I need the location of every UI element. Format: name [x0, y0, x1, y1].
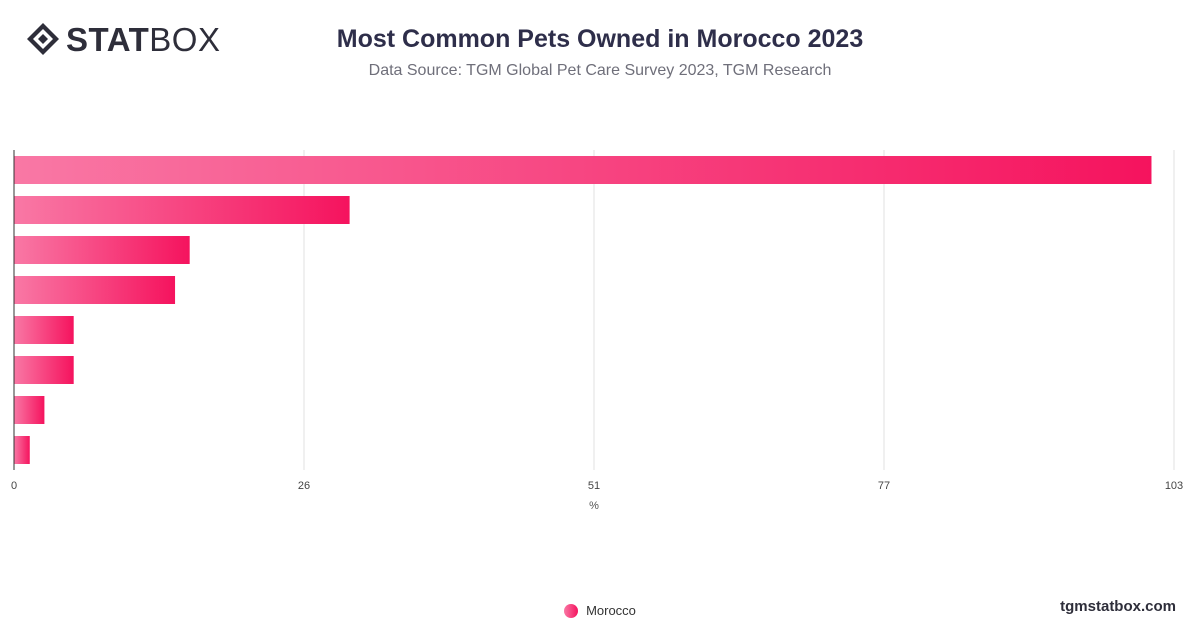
logo-bold-text: STAT — [66, 20, 150, 58]
x-axis-label: % — [589, 500, 599, 512]
bar[interactable] — [14, 236, 190, 264]
statbox-logo-icon — [27, 23, 59, 55]
bar[interactable] — [14, 316, 74, 344]
brand-url[interactable]: tgmstatbox.com — [1060, 598, 1176, 615]
chart-legend[interactable]: Morocco — [0, 603, 1200, 618]
chart-subtitle: Data Source: TGM Global Pet Care Survey … — [368, 62, 832, 79]
bar[interactable] — [14, 396, 45, 424]
bar[interactable] — [14, 436, 30, 464]
statbox-logo: STATBOX — [26, 22, 220, 56]
chart-title: Most Common Pets Owned in Morocco 2023 — [336, 25, 864, 53]
bar[interactable] — [14, 276, 176, 304]
legend-marker — [564, 603, 579, 618]
bar[interactable] — [14, 356, 74, 384]
logo-wordmark: STATBOX — [66, 23, 220, 56]
x-tick-label: 77 — [878, 480, 890, 492]
legend-label: Morocco — [586, 603, 636, 618]
bar[interactable] — [14, 196, 350, 224]
x-tick-label: 51 — [588, 480, 600, 492]
x-tick-label: 103 — [1165, 480, 1183, 492]
x-tick-label: 26 — [298, 480, 310, 492]
logo-light-text: BOX — [149, 20, 221, 58]
x-tick-label: 0 — [11, 480, 17, 492]
bar[interactable] — [14, 156, 1152, 184]
